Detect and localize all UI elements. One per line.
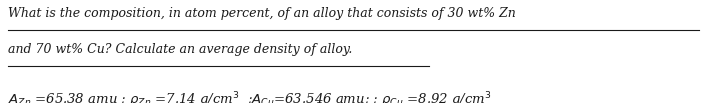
Text: $A_{Zn}$ =65.38 amu ; $\rho_{Zn}$ =7.14 g/cm$^3$  ;$A_{Cu}$=63.546 amu; ; $\rho_: $A_{Zn}$ =65.38 amu ; $\rho_{Zn}$ =7.14 …	[8, 91, 492, 103]
Text: What is the composition, in atom percent, of an alloy that consists of 30 wt% Zn: What is the composition, in atom percent…	[8, 7, 516, 20]
Text: and 70 wt% Cu? Calculate an average density of alloy.: and 70 wt% Cu? Calculate an average dens…	[8, 43, 353, 56]
